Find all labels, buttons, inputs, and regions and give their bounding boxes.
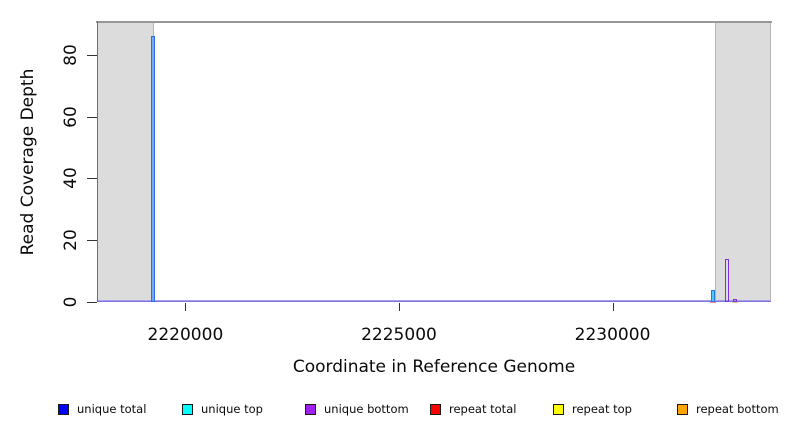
x-tick xyxy=(612,303,614,311)
legend-swatch-unique-bottom xyxy=(305,404,316,415)
bar-repeat-top xyxy=(731,301,738,303)
x-axis-title: Coordinate in Reference Genome xyxy=(292,357,576,377)
legend-label: unique top xyxy=(201,402,263,416)
legend-item-unique-total: unique total xyxy=(58,403,146,416)
legend-item-unique-top: unique top xyxy=(182,403,263,416)
y-tick xyxy=(87,178,97,180)
x-tick xyxy=(398,303,400,311)
bar-unique-top xyxy=(710,289,715,302)
y-tick-label: 40 xyxy=(61,167,81,190)
x-tick-label: 2230000 xyxy=(574,325,651,345)
coverage-baseline xyxy=(97,300,771,302)
y-tick-label: 60 xyxy=(61,105,81,128)
legend-label: repeat bottom xyxy=(696,402,779,416)
plot-area xyxy=(96,21,772,303)
legend-swatch-unique-total xyxy=(58,404,69,415)
legend-swatch-repeat-bottom xyxy=(677,404,688,415)
legend-swatch-unique-top xyxy=(182,404,193,415)
y-axis-title: Read Coverage Depth xyxy=(18,68,38,256)
y-tick xyxy=(87,54,97,56)
y-tick xyxy=(87,240,97,242)
legend-label: repeat total xyxy=(449,402,517,416)
legend-swatch-repeat-top xyxy=(553,404,564,415)
x-tick-label: 2220000 xyxy=(147,325,224,345)
legend-label: unique bottom xyxy=(324,402,409,416)
masked-region-left xyxy=(97,21,154,302)
legend-item-repeat-top: repeat top xyxy=(553,403,632,416)
bar-unique-bottom xyxy=(733,298,738,302)
y-tick-label: 80 xyxy=(61,44,81,66)
plot-top-border xyxy=(96,21,772,23)
bar-unique-total xyxy=(151,36,156,302)
legend-swatch-repeat-total xyxy=(430,404,441,415)
legend-item-repeat-total: repeat total xyxy=(430,403,516,416)
y-tick-label: 20 xyxy=(61,229,81,252)
y-tick xyxy=(87,302,97,303)
legend-item-repeat-bottom: repeat bottom xyxy=(677,403,779,416)
y-axis-line xyxy=(97,21,98,302)
y-tick xyxy=(87,116,97,118)
x-tick-label: 2225000 xyxy=(361,325,437,345)
y-tick-label: 0 xyxy=(61,296,81,308)
legend-item-unique-bottom: unique bottom xyxy=(305,403,409,416)
bar-unique-bottom xyxy=(725,258,729,302)
bar-repeat-total xyxy=(709,301,716,303)
masked-region-right xyxy=(715,21,771,302)
x-tick xyxy=(185,303,187,311)
legend-label: unique total xyxy=(77,402,147,416)
legend-label: repeat top xyxy=(572,402,632,416)
